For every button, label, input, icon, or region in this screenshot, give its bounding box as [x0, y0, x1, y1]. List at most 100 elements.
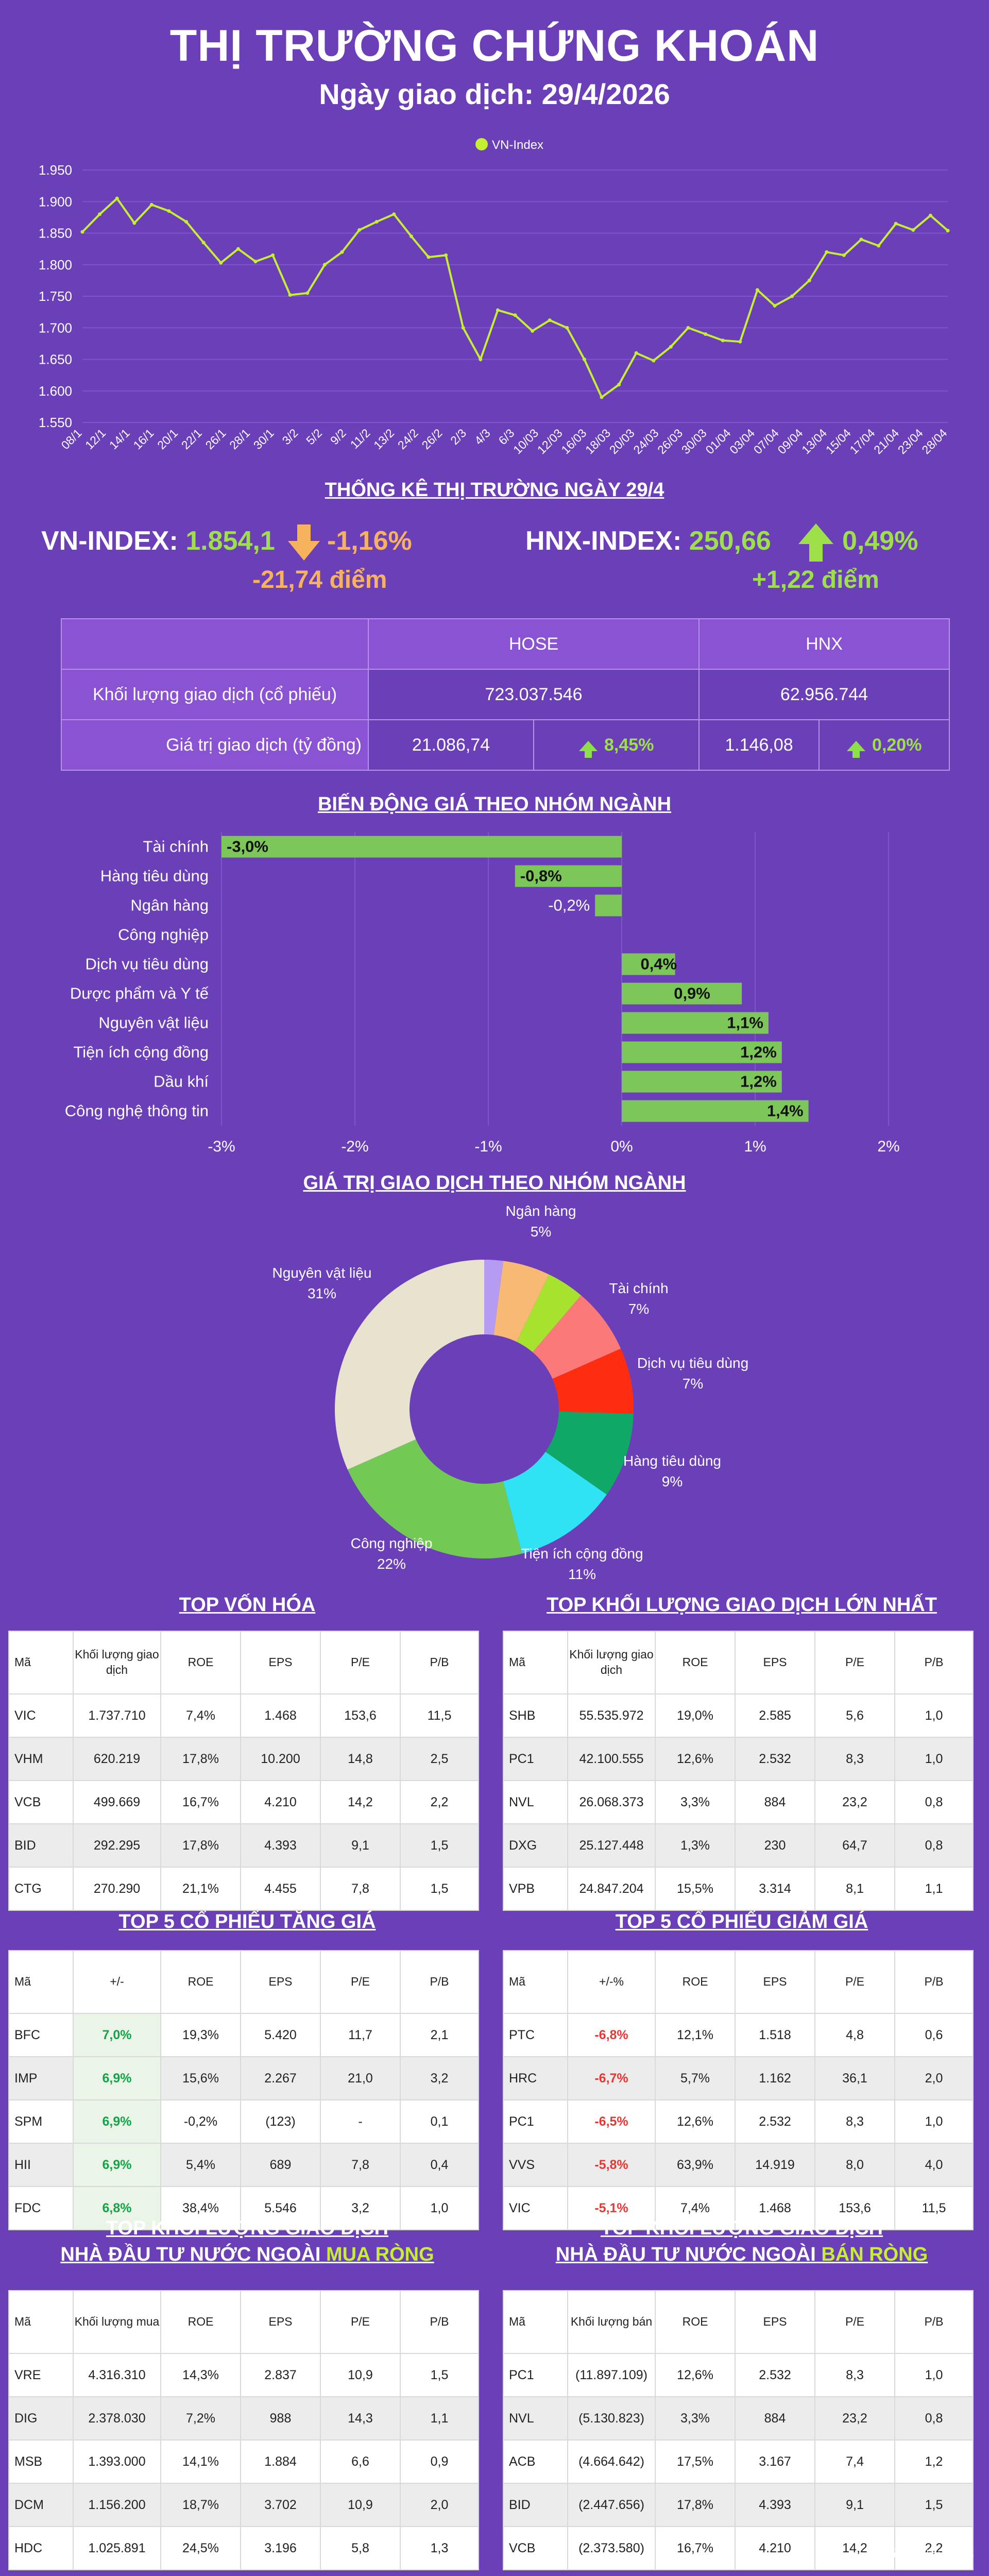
table-cell: 1,1	[400, 2396, 479, 2441]
table-cell: -6,8%	[567, 2013, 656, 2057]
table-row: HII 6,9% 5,4% 689 7,8 0,4	[8, 2143, 479, 2187]
y-tick-label: 1.650	[39, 352, 72, 367]
table-cell: 1,0	[894, 1737, 974, 1781]
category-label: Tiện ích cộng đồng	[73, 1043, 209, 1061]
column-header: EPS	[735, 1950, 815, 2014]
table-cell: 8,1	[814, 1867, 895, 1911]
stats-hose-value: 21.086,74	[368, 719, 534, 771]
table-cell: 21,0	[320, 2056, 401, 2100]
x-tick-label: 09/04	[775, 426, 805, 456]
y-tick-label: 1.850	[39, 226, 72, 241]
table-cell: 4.316.310	[73, 2353, 161, 2397]
table-row: ACB (4.664.642) 17,5% 3.167 7,4 1,2	[503, 2439, 974, 2484]
data-point	[825, 250, 829, 254]
x-tick-label: 22/1	[179, 426, 204, 452]
data-point	[790, 294, 794, 298]
column-header: EPS	[735, 1631, 815, 1694]
stats-title: THỐNG KÊ THỊ TRƯỜNG NGÀY 29/4	[325, 479, 664, 501]
column-header: Mã	[8, 1950, 74, 2014]
top-losers-title: TOP 5 CỔ PHIẾU GIẢM GIÁ	[615, 1911, 868, 1933]
data-point	[98, 212, 102, 216]
table-cell: PC1	[503, 1737, 568, 1781]
data-label: 0,9%	[674, 985, 710, 1003]
top-losers-table: Mã +/-% ROE EPS P/E P/B PTC -6,8% 12,1% 1.518 4,8 0…	[503, 1950, 974, 2230]
bar	[622, 1071, 782, 1093]
table-cell: 2.267	[240, 2056, 321, 2100]
x-tick-label: 20/1	[155, 426, 180, 452]
table-cell: 6,9%	[73, 2143, 161, 2187]
x-tick-label: -1%	[474, 1138, 502, 1155]
table-cell: (2.373.580)	[567, 2526, 656, 2570]
table-cell: 12,1%	[655, 2013, 736, 2057]
slice-value-label: 7%	[628, 1301, 649, 1317]
hnxindex-label: HNX-INDEX:	[525, 526, 682, 556]
table-cell: -6,5%	[567, 2099, 656, 2144]
table-cell: 153,6	[320, 1693, 401, 1738]
data-point	[548, 318, 552, 323]
table-cell: 1,2	[894, 2439, 974, 2484]
table-cell: (2.447.656)	[567, 2483, 656, 2527]
foreign-buy-title-line2: NHÀ ĐẦU TƯ NƯỚC NGOÀI MUA RÒNG	[0, 2242, 494, 2268]
table-row: VIC 1.737.710 7,4% 1.468 153,6 11,5	[8, 1693, 479, 1738]
legend-marker	[475, 138, 488, 150]
x-tick-label: 24/2	[395, 426, 421, 452]
data-point	[634, 351, 638, 355]
column-header: P/E	[814, 1950, 895, 2014]
table-cell: 7,4%	[160, 1693, 241, 1738]
table-cell: 7,8	[320, 1867, 401, 1911]
table-cell: 1.468	[735, 2186, 815, 2230]
category-label: Dầu khí	[154, 1073, 209, 1091]
data-point	[305, 291, 310, 295]
table-cell: 5,4%	[160, 2143, 241, 2187]
table-cell: 2,2	[400, 1780, 479, 1824]
data-label: 0,4%	[640, 955, 677, 973]
table-cell: 3,2	[320, 2186, 401, 2230]
stats-row1-label: Khối lượng giao dịch (cổ phiếu)	[61, 669, 369, 720]
column-header: Mã	[503, 1631, 568, 1694]
table-cell: 16,7%	[160, 1780, 241, 1824]
hnxindex-value: 250,66	[689, 526, 771, 556]
column-header: Mã	[503, 1950, 568, 2014]
table-cell: 2,1	[400, 2013, 479, 2057]
table-cell: 3,3%	[655, 2396, 736, 2441]
slice-value-label: 11%	[568, 1566, 596, 1582]
table-cell: 1.025.891	[73, 2526, 161, 2570]
table-row: VCB 499.669 16,7% 4.210 14,2 2,2	[8, 1780, 479, 1824]
table-cell: HII	[8, 2143, 74, 2187]
foreign-sell-title-prefix: NHÀ ĐẦU TƯ NƯỚC NGOÀI	[555, 2244, 822, 2266]
y-tick-label: 1.750	[39, 289, 72, 304]
x-tick-label: 9/2	[328, 426, 349, 447]
data-point	[928, 213, 932, 217]
table-cell: BID	[8, 1823, 74, 1868]
data-point	[513, 313, 517, 317]
table-cell: 19,3%	[160, 2013, 241, 2057]
table-cell: -0,2%	[160, 2099, 241, 2144]
data-point	[479, 358, 483, 361]
table-cell: 14,1%	[160, 2439, 241, 2484]
y-tick-label: 1.950	[39, 162, 72, 178]
table-cell: 55.535.972	[567, 1693, 656, 1738]
donut-slice	[335, 1260, 484, 1470]
table-row: HRC -6,7% 5,7% 1.162 36,1 2,0	[503, 2056, 974, 2100]
slice-value-label: 7%	[683, 1376, 703, 1392]
table-cell: 19,0%	[655, 1693, 736, 1738]
data-point	[877, 244, 881, 248]
table-cell: 4.393	[735, 2483, 815, 2527]
x-tick-label: 30/03	[679, 426, 709, 456]
table-cell: 8,3	[814, 1737, 895, 1781]
data-point	[565, 326, 569, 330]
table-cell: BID	[503, 2483, 568, 2527]
data-label: 1,1%	[727, 1014, 763, 1032]
table-cell: 0,4	[400, 2143, 479, 2187]
table-cell: 1,0	[400, 2186, 479, 2230]
table-row: SPM 6,9% -0,2% (123) -0,1	[8, 2099, 479, 2144]
table-cell: 7,4%	[655, 2186, 736, 2230]
table-row: MSB 1.393.000 14,1% 1.884 6,6 0,9	[8, 2439, 479, 2484]
foreign-buy-title-highlight: MUA RÒNG	[326, 2244, 434, 2266]
stats-hnx-change-value: 0,20%	[872, 735, 922, 755]
bar	[622, 1100, 809, 1122]
table-cell: 2.532	[735, 2099, 815, 2144]
table-row: PC1 42.100.555 12,6% 2.532 8,3 1,0	[503, 1737, 974, 1781]
table-cell: 4.210	[240, 1780, 321, 1824]
table-row: VVS -5,8% 63,9% 14.919 8,0 4,0	[503, 2143, 974, 2187]
